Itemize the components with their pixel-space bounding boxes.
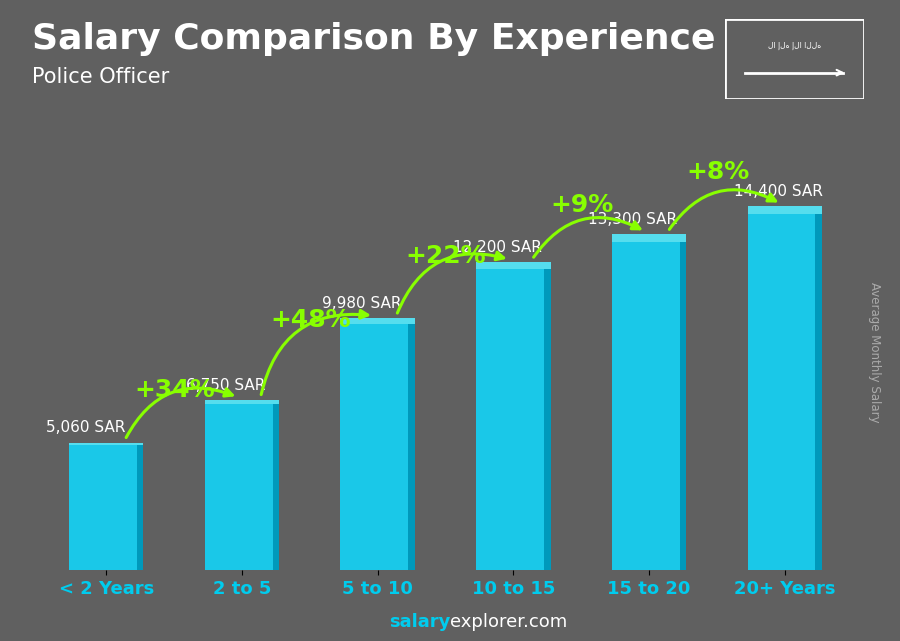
Bar (815, 206, 823, 570)
Bar (340, 318, 415, 324)
Text: Salary Comparison By Experience: Salary Comparison By Experience (32, 22, 715, 56)
Bar (204, 400, 279, 404)
Text: Average Monthly Salary: Average Monthly Salary (868, 282, 881, 423)
Bar (68, 442, 143, 445)
Bar (544, 262, 551, 570)
Bar (748, 206, 823, 570)
Bar (204, 400, 279, 570)
Text: +9%: +9% (550, 192, 614, 217)
Bar (476, 262, 551, 269)
Bar (409, 318, 415, 570)
Bar (273, 400, 279, 570)
Bar (612, 234, 687, 242)
Text: 5,060 SAR: 5,060 SAR (46, 420, 125, 435)
Text: +8%: +8% (686, 160, 750, 183)
Bar (612, 234, 687, 570)
Text: +34%: +34% (134, 378, 215, 402)
Bar (68, 442, 143, 570)
Text: 14,400 SAR: 14,400 SAR (734, 185, 823, 199)
Text: 13,300 SAR: 13,300 SAR (589, 212, 678, 227)
Bar (476, 262, 551, 570)
Bar (748, 206, 823, 214)
Text: 9,980 SAR: 9,980 SAR (321, 296, 401, 311)
Text: explorer.com: explorer.com (450, 613, 567, 631)
Text: لا إله إلا الله: لا إله إلا الله (768, 42, 821, 51)
Text: +22%: +22% (406, 244, 487, 267)
Text: Police Officer: Police Officer (32, 67, 169, 87)
Text: 12,200 SAR: 12,200 SAR (453, 240, 542, 255)
Text: +48%: +48% (270, 308, 351, 331)
Text: salary: salary (389, 613, 450, 631)
Bar (340, 318, 415, 570)
Bar (137, 442, 143, 570)
Bar (680, 234, 687, 570)
Text: 6,750 SAR: 6,750 SAR (186, 378, 266, 393)
